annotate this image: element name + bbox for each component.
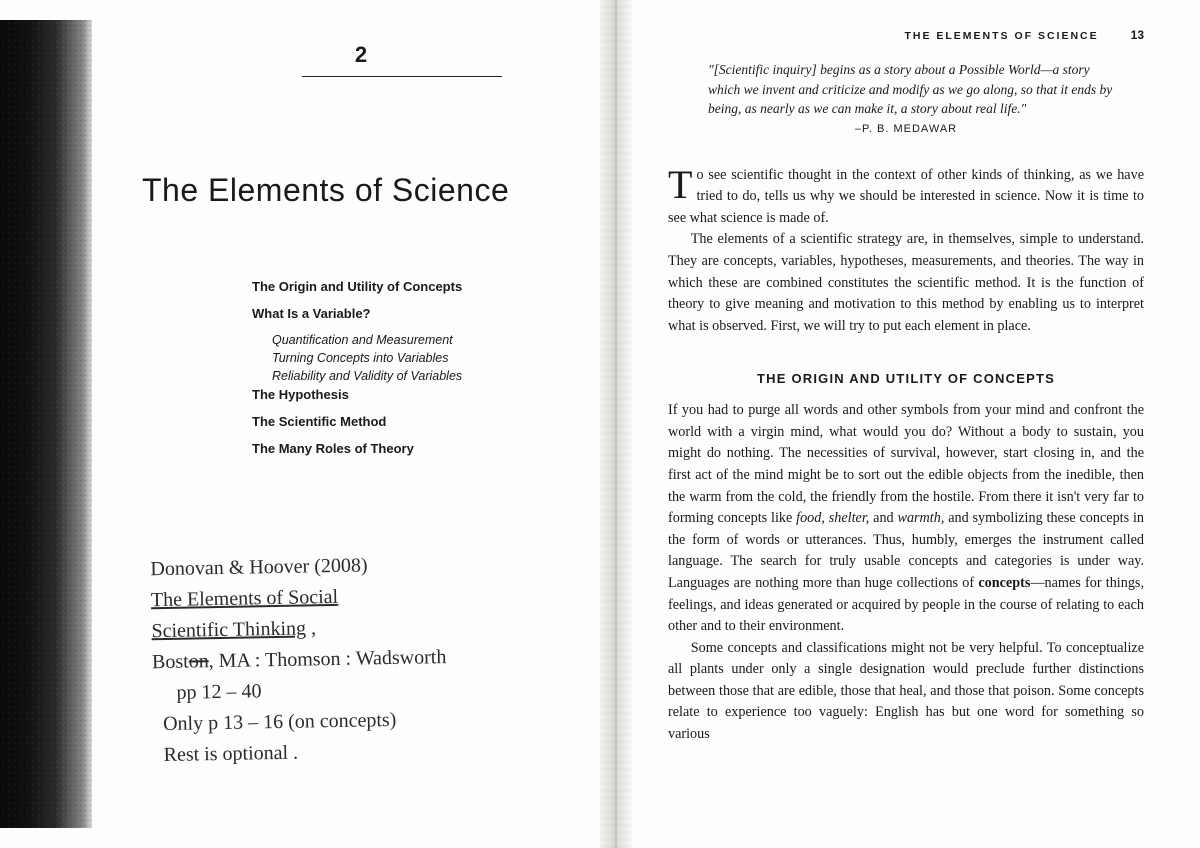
- chapter-title: The Elements of Science: [142, 172, 530, 209]
- toc-item: The Origin and Utility of Concepts: [252, 279, 530, 294]
- section-heading: THE ORIGIN AND UTILITY OF CONCEPTS: [668, 371, 1144, 386]
- toc-item: The Hypothesis: [252, 387, 530, 402]
- page-number: 13: [1131, 28, 1144, 42]
- left-content: 2 The Elements of Science The Origin and…: [92, 20, 550, 828]
- intro-paragraph: To see scientific thought in the context…: [668, 165, 1144, 230]
- toc-item: The Many Roles of Theory: [252, 441, 530, 456]
- page-gutter: [600, 0, 632, 848]
- chapter-rule: [302, 76, 502, 77]
- toc-subitem: Turning Concepts into Variables: [272, 351, 530, 365]
- body-text: To see scientific thought in the context…: [668, 165, 1144, 338]
- toc-subitem: Reliability and Validity of Variables: [272, 369, 530, 383]
- hw-line: Scientific Thinking: [151, 617, 306, 642]
- section-paragraph: If you had to purge all words and other …: [668, 400, 1144, 637]
- toc-item: The Scientific Method: [252, 414, 530, 429]
- handwritten-annotation: Donovan & Hoover (2008) The Elements of …: [150, 546, 634, 771]
- epigraph-attribution: –P. B. MEDAWAR: [668, 123, 1144, 135]
- toc-subitem: Quantification and Measurement: [272, 333, 530, 347]
- dropcap: T: [668, 165, 696, 202]
- intro-text: o see scientific thought in the context …: [668, 167, 1144, 226]
- running-head-title: THE ELEMENTS OF SCIENCE: [904, 30, 1098, 42]
- section-body: If you had to purge all words and other …: [668, 400, 1144, 745]
- toc-item: What Is a Variable?: [252, 306, 530, 321]
- running-head: THE ELEMENTS OF SCIENCE 13: [668, 28, 1144, 42]
- chapter-toc: The Origin and Utility of Concepts What …: [252, 279, 530, 456]
- left-page: 2 The Elements of Science The Origin and…: [0, 0, 600, 848]
- epigraph-quote: "[Scientific inquiry] begins as a story …: [708, 60, 1116, 119]
- binding-edge: [0, 20, 92, 828]
- right-page: THE ELEMENTS OF SCIENCE 13 "[Scientific …: [632, 0, 1200, 848]
- section-paragraph-2: Some concepts and classifications might …: [668, 638, 1144, 746]
- chapter-number: 2: [192, 42, 530, 68]
- intro-paragraph-2: The elements of a scientific strategy ar…: [668, 229, 1144, 337]
